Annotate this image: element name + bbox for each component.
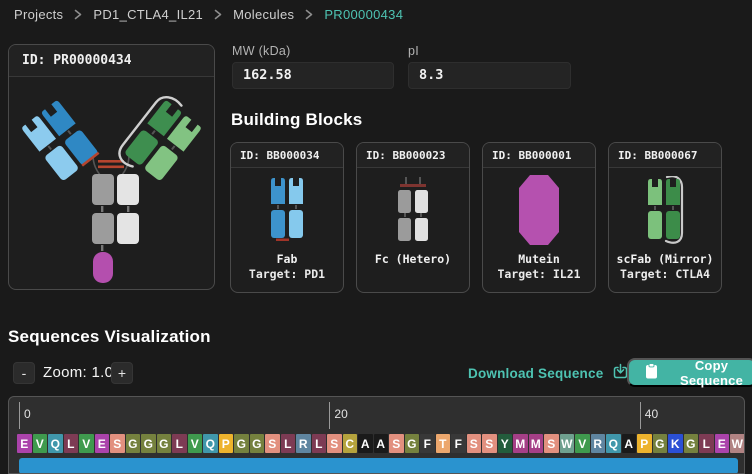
residue-cell[interactable]: S bbox=[110, 434, 125, 453]
residue-cell[interactable]: G bbox=[234, 434, 249, 453]
molecule-id-label: ID: PR00000434 bbox=[9, 45, 214, 77]
residue-cell[interactable]: G bbox=[652, 434, 667, 453]
residue-cell[interactable]: R bbox=[296, 434, 311, 453]
mw-label: MW (kDa) bbox=[232, 44, 291, 58]
residue-cell[interactable]: L bbox=[172, 434, 187, 453]
residue-cell[interactable]: S bbox=[466, 434, 481, 453]
breadcrumb-item-project[interactable]: PD1_CTLA4_IL21 bbox=[93, 7, 204, 22]
zoom-out-button[interactable]: - bbox=[13, 362, 35, 384]
residue-cell[interactable]: L bbox=[699, 434, 714, 453]
building-block-target: Target: IL21 bbox=[497, 267, 581, 281]
sequence-ruler: 0 20 40 bbox=[9, 397, 744, 431]
sequences-title: Sequences Visualization bbox=[8, 327, 211, 346]
breadcrumb-item-current-molecule[interactable]: PR00000434 bbox=[324, 7, 404, 22]
fab-blue-icon bbox=[268, 174, 306, 246]
residue-cell[interactable]: R bbox=[590, 434, 605, 453]
building-block-id: ID: BB000067 bbox=[609, 143, 721, 168]
copy-sequence-button[interactable]: Copy Sequence bbox=[627, 357, 752, 388]
residue-cell[interactable]: V bbox=[187, 434, 202, 453]
residue-cell[interactable]: L bbox=[63, 434, 78, 453]
residue-cell[interactable]: T bbox=[435, 434, 450, 453]
building-block-id: ID: BB000023 bbox=[357, 143, 469, 168]
residue-cell[interactable]: K bbox=[668, 434, 683, 453]
residue-cell[interactable]: V bbox=[575, 434, 590, 453]
chevron-right-icon bbox=[305, 9, 313, 20]
building-block-card-fab[interactable]: ID: BB000034 Fab Target: PD1 bbox=[230, 142, 344, 293]
building-block-card-fc[interactable]: ID: BB000023 Fc (Hetero) bbox=[356, 142, 470, 293]
annotation-track[interactable] bbox=[19, 458, 738, 473]
scfab-green-icon bbox=[643, 174, 687, 246]
residue-cell[interactable]: G bbox=[125, 434, 140, 453]
residue-cell[interactable]: Y bbox=[497, 434, 512, 453]
residue-cell[interactable]: L bbox=[280, 434, 295, 453]
residue-cell[interactable]: Q bbox=[606, 434, 621, 453]
residue-cell[interactable]: M bbox=[513, 434, 528, 453]
building-block-target: Target: PD1 bbox=[248, 267, 326, 281]
breadcrumb-item-projects[interactable]: Projects bbox=[14, 7, 64, 22]
residue-cell[interactable]: V bbox=[79, 434, 94, 453]
building-blocks-row: ID: BB000034 Fab Target: PD1 ID: BB00002… bbox=[230, 142, 722, 293]
zoom-level-label: Zoom: 1.00 bbox=[43, 364, 122, 381]
residue-cell[interactable]: E bbox=[714, 434, 729, 453]
fc-gray-icon bbox=[394, 174, 432, 246]
download-sequence-link[interactable]: Download Sequence bbox=[468, 363, 629, 383]
download-sequence-label: Download Sequence bbox=[468, 365, 604, 381]
residue-cell[interactable]: M bbox=[528, 434, 543, 453]
residue-cell[interactable]: G bbox=[404, 434, 419, 453]
building-block-id: ID: BB000001 bbox=[483, 143, 595, 168]
residue-cell[interactable]: S bbox=[327, 434, 342, 453]
residue-cell[interactable]: G bbox=[156, 434, 171, 453]
residue-cell[interactable]: E bbox=[94, 434, 109, 453]
residue-cell[interactable]: G bbox=[249, 434, 264, 453]
residue-cell[interactable]: G bbox=[141, 434, 156, 453]
residue-cell[interactable]: P bbox=[218, 434, 233, 453]
download-icon bbox=[612, 363, 629, 383]
residue-cell[interactable]: A bbox=[621, 434, 636, 453]
chevron-right-icon bbox=[214, 9, 222, 20]
residue-cell[interactable]: S bbox=[265, 434, 280, 453]
residue-cell[interactable]: W bbox=[559, 434, 574, 453]
building-block-card-mutein[interactable]: ID: BB000001 Mutein Target: IL21 bbox=[482, 142, 596, 293]
mw-value-field[interactable]: 162.58 bbox=[232, 62, 394, 89]
building-block-card-scfab[interactable]: ID: BB000067 scFab (Mirror) Target: CTLA… bbox=[608, 142, 722, 293]
building-block-name: Fab bbox=[276, 252, 298, 266]
residue-cell[interactable]: W bbox=[730, 434, 744, 453]
residue-cell[interactable]: F bbox=[420, 434, 435, 453]
building-block-id: ID: BB000034 bbox=[231, 143, 343, 168]
residue-cell[interactable]: Q bbox=[203, 434, 218, 453]
residue-cell[interactable]: Q bbox=[48, 434, 63, 453]
building-blocks-title: Building Blocks bbox=[231, 110, 363, 129]
residue-cell[interactable]: E bbox=[17, 434, 32, 453]
residue-cell[interactable]: A bbox=[358, 434, 373, 453]
clipboard-icon bbox=[645, 363, 658, 382]
molecule-diagram bbox=[9, 77, 214, 287]
residue-cell[interactable]: S bbox=[482, 434, 497, 453]
building-block-name: Fc (Hetero) bbox=[374, 252, 452, 266]
pi-label: pI bbox=[408, 44, 420, 58]
residue-cell[interactable]: G bbox=[683, 434, 698, 453]
antibody-diagram-icon bbox=[22, 96, 201, 283]
residue-cell[interactable]: S bbox=[544, 434, 559, 453]
residue-cell[interactable]: V bbox=[32, 434, 47, 453]
residue-cell[interactable]: S bbox=[389, 434, 404, 453]
residue-cell[interactable]: L bbox=[311, 434, 326, 453]
residue-cell[interactable]: A bbox=[373, 434, 388, 453]
building-block-name: scFab (Mirror) bbox=[616, 252, 714, 266]
chevron-right-icon bbox=[74, 9, 82, 20]
building-block-target: Target: CTLA4 bbox=[619, 267, 710, 281]
molecule-panel: ID: PR00000434 bbox=[8, 44, 215, 290]
residue-cell[interactable]: F bbox=[451, 434, 466, 453]
pi-value-field[interactable]: 8.3 bbox=[408, 62, 571, 89]
mutein-magenta-icon bbox=[519, 174, 559, 246]
copy-sequence-label: Copy Sequence bbox=[679, 357, 743, 388]
zoom-in-button[interactable]: + bbox=[111, 362, 133, 384]
residue-cell[interactable]: C bbox=[342, 434, 357, 453]
breadcrumb: Projects PD1_CTLA4_IL21 Molecules PR0000… bbox=[14, 7, 403, 22]
building-block-name: Mutein bbox=[518, 252, 560, 266]
breadcrumb-item-molecules[interactable]: Molecules bbox=[233, 7, 295, 22]
residue-cell[interactable]: P bbox=[637, 434, 652, 453]
